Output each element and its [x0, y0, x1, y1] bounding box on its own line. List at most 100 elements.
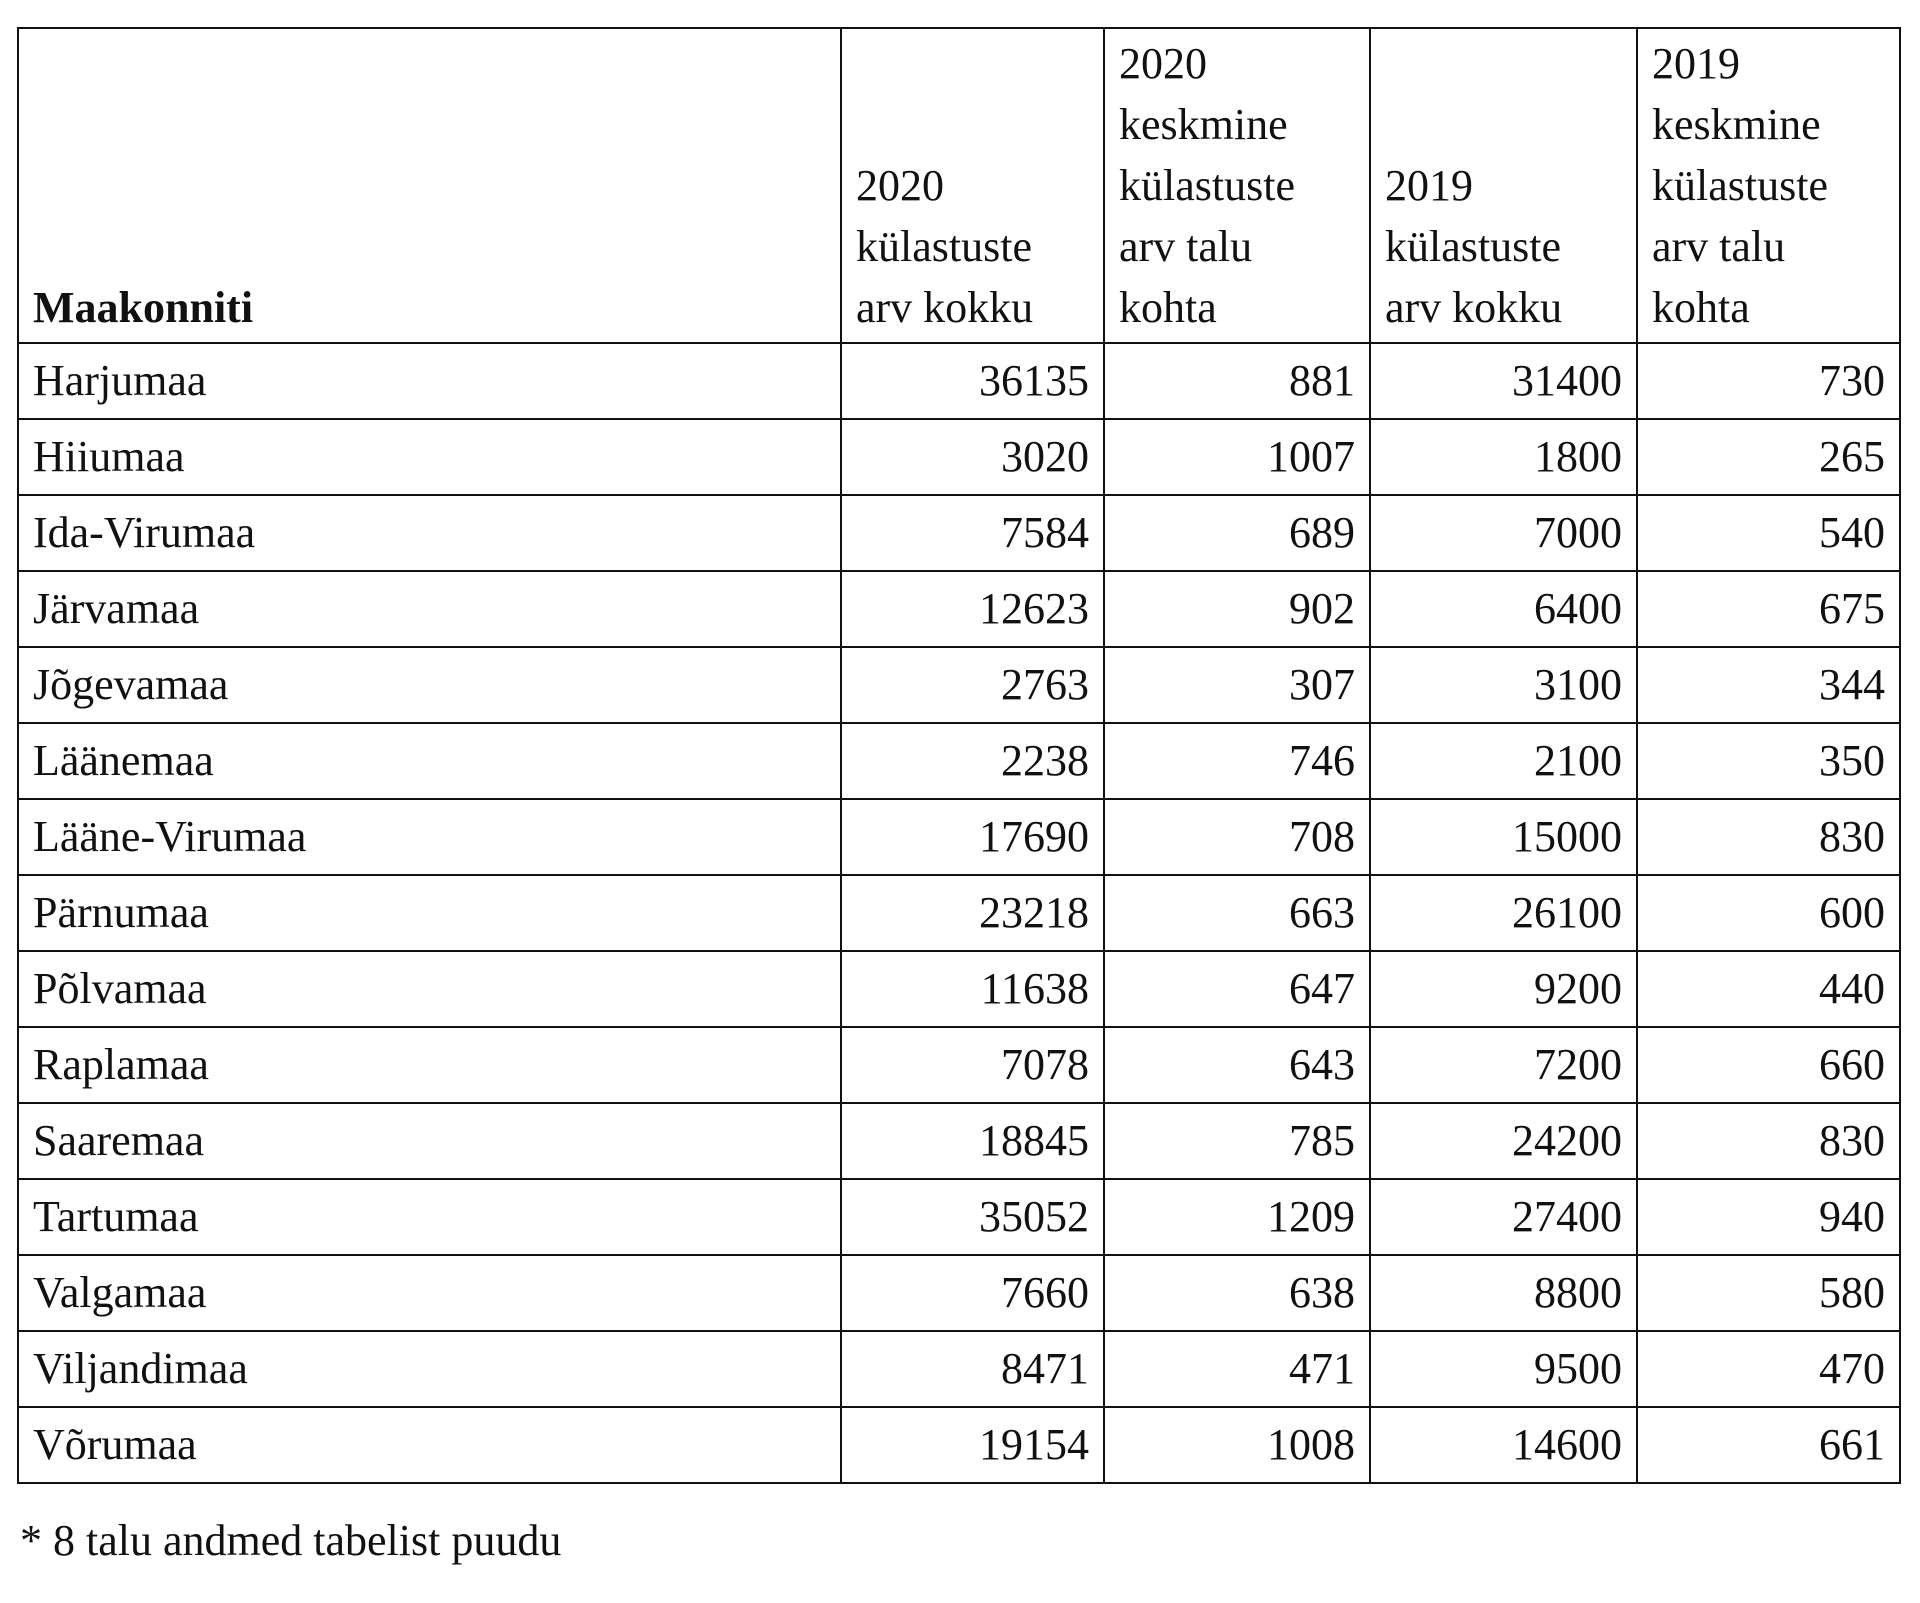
county-cell: Viljandimaa [17, 1330, 842, 1408]
number-cell: 7200 [1369, 1026, 1638, 1104]
number-cell: 881 [1103, 342, 1371, 420]
county-cell: Läänemaa [17, 722, 842, 800]
number-cell: 7584 [840, 494, 1105, 572]
number-cell: 580 [1636, 1254, 1901, 1332]
number-cell: 1008 [1103, 1406, 1371, 1484]
table-row: Saaremaa 18845 785 24200 830 [17, 1102, 1901, 1180]
number-cell: 36135 [840, 342, 1105, 420]
number-cell: 830 [1636, 798, 1901, 876]
number-cell: 540 [1636, 494, 1901, 572]
number-cell: 660 [1636, 1026, 1901, 1104]
number-cell: 2238 [840, 722, 1105, 800]
number-cell: 14600 [1369, 1406, 1638, 1484]
county-cell: Jõgevamaa [17, 646, 842, 724]
number-cell: 17690 [840, 798, 1105, 876]
number-cell: 307 [1103, 646, 1371, 724]
number-cell: 7660 [840, 1254, 1105, 1332]
number-cell: 2100 [1369, 722, 1638, 800]
county-cell: Saaremaa [17, 1102, 842, 1180]
county-cell: Järvamaa [17, 570, 842, 648]
number-cell: 730 [1636, 342, 1901, 420]
column-header: 2020 külastuste arv kokku [840, 27, 1105, 344]
number-cell: 785 [1103, 1102, 1371, 1180]
number-cell: 940 [1636, 1178, 1901, 1256]
number-cell: 1209 [1103, 1178, 1371, 1256]
header-row: Maakonniti 2020 külastuste arv kokku 2020 … [17, 27, 1901, 344]
number-cell: 27400 [1369, 1178, 1638, 1256]
table-row: Hiiumaa 3020 1007 1800 265 [17, 418, 1901, 496]
column-header: Maakonniti [17, 27, 842, 344]
county-cell: Lääne-Virumaa [17, 798, 842, 876]
number-cell: 1007 [1103, 418, 1371, 496]
number-cell: 1800 [1369, 418, 1638, 496]
table-row: Raplamaa 7078 643 7200 660 [17, 1026, 1901, 1104]
number-cell: 2763 [840, 646, 1105, 724]
table-row: Viljandimaa 8471 471 9500 470 [17, 1330, 1901, 1408]
county-cell: Pärnumaa [17, 874, 842, 952]
county-cell: Valgamaa [17, 1254, 842, 1332]
table-row: Ida-Virumaa 7584 689 7000 540 [17, 494, 1901, 572]
table-row: Lääne-Virumaa 17690 708 15000 830 [17, 798, 1901, 876]
number-cell: 3100 [1369, 646, 1638, 724]
column-header: 2019 keskmine külastuste arv talu kohta [1636, 27, 1901, 344]
county-cell: Harjumaa [17, 342, 842, 420]
number-cell: 661 [1636, 1406, 1901, 1484]
footnote: * 8 talu andmed tabelist puudu [20, 1516, 562, 1565]
number-cell: 440 [1636, 950, 1901, 1028]
column-header: 2020 keskmine külastuste arv talu kohta [1103, 27, 1371, 344]
number-cell: 7078 [840, 1026, 1105, 1104]
table-row: Tartumaa 35052 1209 27400 940 [17, 1178, 1901, 1256]
number-cell: 647 [1103, 950, 1371, 1028]
number-cell: 11638 [840, 950, 1105, 1028]
table-row: Harjumaa 36135 881 31400 730 [17, 342, 1901, 420]
number-cell: 31400 [1369, 342, 1638, 420]
table-row: Valgamaa 7660 638 8800 580 [17, 1254, 1901, 1332]
number-cell: 689 [1103, 494, 1371, 572]
data-table: Maakonniti 2020 külastuste arv kokku 2020 … [17, 27, 1901, 1484]
number-cell: 830 [1636, 1102, 1901, 1180]
number-cell: 12623 [840, 570, 1105, 648]
number-cell: 471 [1103, 1330, 1371, 1408]
number-cell: 8800 [1369, 1254, 1638, 1332]
column-header: 2019 külastuste arv kokku [1369, 27, 1638, 344]
number-cell: 470 [1636, 1330, 1901, 1408]
table-body: Harjumaa 36135 881 31400 730 Hiiumaa 3020 1007 1… [17, 342, 1901, 1484]
table-row: Jõgevamaa 2763 307 3100 344 [17, 646, 1901, 724]
number-cell: 350 [1636, 722, 1901, 800]
number-cell: 35052 [840, 1178, 1105, 1256]
number-cell: 663 [1103, 874, 1371, 952]
number-cell: 19154 [840, 1406, 1105, 1484]
county-cell: Raplamaa [17, 1026, 842, 1104]
number-cell: 344 [1636, 646, 1901, 724]
number-cell: 8471 [840, 1330, 1105, 1408]
county-cell: Põlvamaa [17, 950, 842, 1028]
number-cell: 643 [1103, 1026, 1371, 1104]
number-cell: 746 [1103, 722, 1371, 800]
county-cell: Võrumaa [17, 1406, 842, 1484]
number-cell: 600 [1636, 874, 1901, 952]
number-cell: 902 [1103, 570, 1371, 648]
number-cell: 9500 [1369, 1330, 1638, 1408]
number-cell: 708 [1103, 798, 1371, 876]
county-cell: Hiiumaa [17, 418, 842, 496]
number-cell: 3020 [840, 418, 1105, 496]
table-row: Läänemaa 2238 746 2100 350 [17, 722, 1901, 800]
number-cell: 18845 [840, 1102, 1105, 1180]
number-cell: 7000 [1369, 494, 1638, 572]
county-cell: Ida-Virumaa [17, 494, 842, 572]
number-cell: 24200 [1369, 1102, 1638, 1180]
table-row: Järvamaa 12623 902 6400 675 [17, 570, 1901, 648]
table-container: Maakonniti 2020 külastuste arv kokku 2020 … [17, 27, 1901, 1484]
number-cell: 9200 [1369, 950, 1638, 1028]
table-row: Pärnumaa 23218 663 26100 600 [17, 874, 1901, 952]
table-row: Põlvamaa 11638 647 9200 440 [17, 950, 1901, 1028]
number-cell: 15000 [1369, 798, 1638, 876]
number-cell: 26100 [1369, 874, 1638, 952]
county-cell: Tartumaa [17, 1178, 842, 1256]
number-cell: 265 [1636, 418, 1901, 496]
number-cell: 675 [1636, 570, 1901, 648]
table-row: Võrumaa 19154 1008 14600 661 [17, 1406, 1901, 1484]
number-cell: 638 [1103, 1254, 1371, 1332]
number-cell: 6400 [1369, 570, 1638, 648]
